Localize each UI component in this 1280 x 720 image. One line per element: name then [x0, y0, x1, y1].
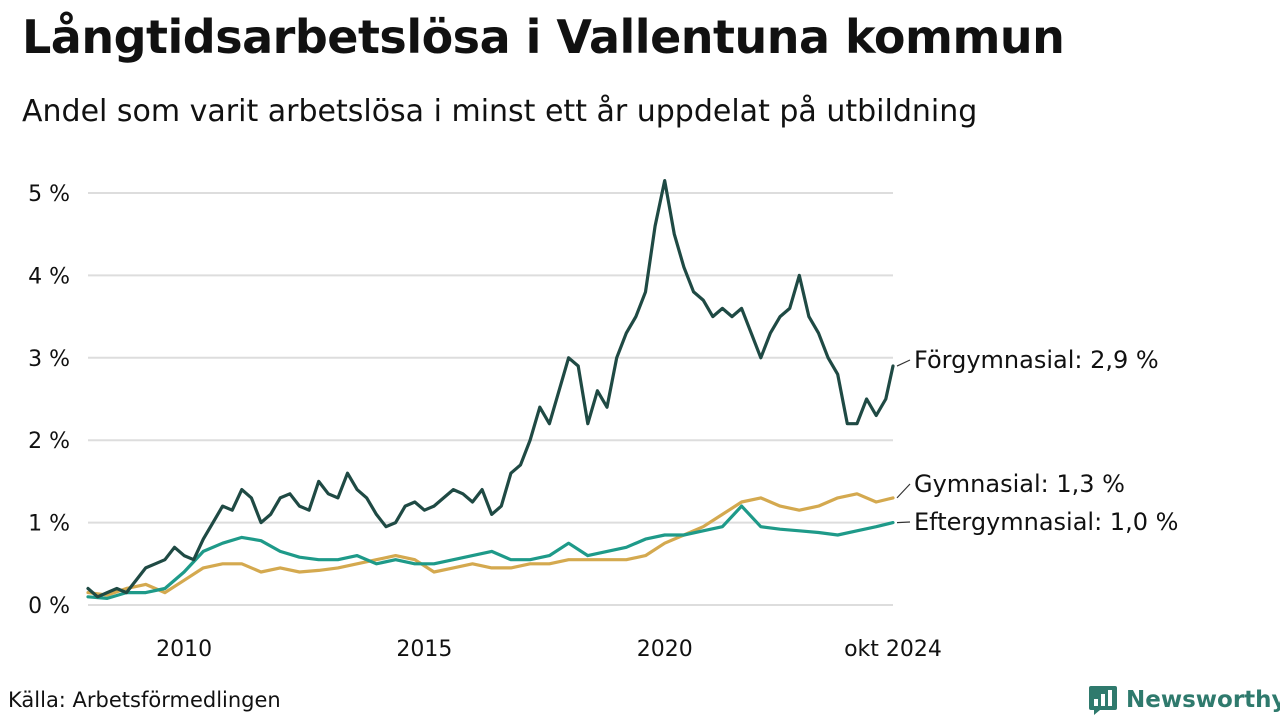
series-end-label-förgymnasial: Förgymnasial: 2,9 % — [914, 346, 1159, 374]
line-chart: 0 %1 %2 %3 %4 %5 % 2010 2015 2020 okt 2024 … — [28, 179, 1178, 662]
x-tick-label: 2010 — [156, 637, 212, 662]
y-tick-label: 5 % — [28, 182, 70, 207]
series-line-eftergymnasial — [86, 504, 895, 600]
series-lines — [86, 179, 895, 600]
y-tick-label: 2 % — [28, 429, 70, 454]
x-tick-label: okt 2024 — [844, 637, 942, 662]
x-axis-labels: 2010 2015 2020 okt 2024 — [156, 637, 942, 662]
y-tick-label: 1 % — [28, 512, 70, 537]
gridlines — [88, 192, 893, 606]
series-line-förgymnasial — [86, 179, 895, 599]
chart-subtitle: Andel som varit arbetslösa i minst ett å… — [22, 94, 978, 129]
x-tick-label: 2015 — [396, 637, 452, 662]
source-credit: Källa: Arbetsförmedlingen — [8, 688, 281, 712]
y-tick-label: 4 % — [28, 264, 70, 289]
series-end-label-eftergymnasial: Eftergymnasial: 1,0 % — [914, 508, 1178, 536]
brand-name: Newsworthy — [1126, 687, 1280, 713]
series-end-labels: Förgymnasial: 2,9 % Gymnasial: 1,3 % Efter… — [896, 346, 1178, 536]
label-leader-line — [896, 521, 911, 524]
y-tick-label: 3 % — [28, 347, 70, 372]
label-leader-line — [896, 359, 911, 367]
label-leader-line — [896, 483, 911, 499]
series-end-label-gymnasial: Gymnasial: 1,3 % — [914, 470, 1125, 498]
newsworthy-logo-icon — [1089, 686, 1117, 715]
y-tick-label: 0 % — [28, 594, 70, 619]
series-line-gymnasial — [86, 492, 895, 597]
chart-title: Långtidsarbetslösa i Vallentuna kommun — [22, 10, 1065, 64]
y-axis-labels: 0 % 1 % 2 % 3 % 4 % 5 % — [28, 182, 70, 619]
brand-logo[interactable]: Newsworthy — [1088, 684, 1280, 716]
x-tick-label: 2020 — [637, 637, 693, 662]
